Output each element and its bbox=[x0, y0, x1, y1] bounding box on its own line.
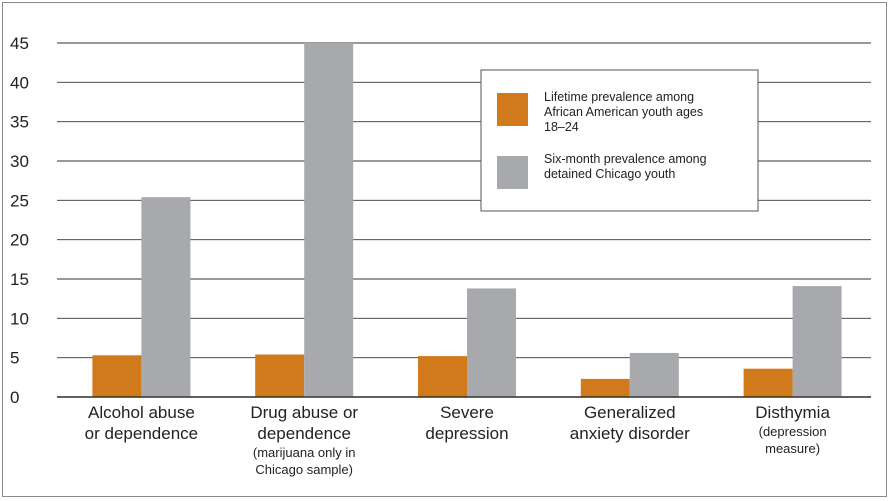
y-tick-label: 40 bbox=[10, 73, 29, 92]
legend-label: Lifetime prevalence among bbox=[544, 90, 694, 104]
x-axis-category-labels: Alcohol abuse or dependence Drug abuse or d… bbox=[85, 403, 831, 477]
category-label: Alcohol abuse bbox=[88, 403, 195, 422]
category-label: Generalized bbox=[584, 403, 676, 422]
y-tick-label: 15 bbox=[10, 270, 29, 289]
bars bbox=[57, 43, 871, 398]
bar-six-month-0 bbox=[141, 197, 191, 397]
legend-label: 18–24 bbox=[544, 120, 579, 134]
bar-lifetime-2 bbox=[418, 356, 467, 397]
bar-lifetime-1 bbox=[255, 354, 305, 397]
bar-six-month-1 bbox=[304, 43, 354, 397]
y-tick-label: 20 bbox=[10, 231, 29, 250]
y-axis-tick-labels: 0 5 10 15 20 25 30 35 40 45 bbox=[10, 34, 29, 407]
y-tick-label: 35 bbox=[10, 113, 29, 132]
category-sublabel: measure) bbox=[765, 441, 820, 456]
y-tick-label: 5 bbox=[10, 349, 19, 368]
category-label: depression bbox=[425, 424, 508, 443]
category-label: Severe bbox=[440, 403, 494, 422]
bar-lifetime-3 bbox=[580, 378, 630, 397]
bar-six-month-2 bbox=[467, 288, 516, 397]
category-sublabel: Chicago sample) bbox=[255, 462, 353, 477]
y-tick-label: 0 bbox=[10, 388, 19, 407]
bar-lifetime-4 bbox=[743, 368, 793, 397]
y-tick-label: 25 bbox=[10, 191, 29, 210]
legend-swatch-six-month bbox=[497, 156, 528, 189]
legend-label: African American youth ages bbox=[544, 105, 703, 119]
y-tick-label: 45 bbox=[10, 34, 29, 53]
category-label: Disthymia bbox=[755, 403, 830, 422]
category-sublabel: (depression bbox=[759, 424, 827, 439]
category-label: dependence bbox=[257, 424, 351, 443]
category-label: or dependence bbox=[85, 424, 198, 443]
legend-label: Six-month prevalence among bbox=[544, 152, 707, 166]
bar-six-month-4 bbox=[792, 286, 842, 397]
bar-six-month-3 bbox=[629, 352, 679, 397]
category-label: Drug abuse or bbox=[250, 403, 358, 422]
category-sublabel: (marijuana only in bbox=[253, 445, 356, 460]
bar-lifetime-0 bbox=[92, 355, 142, 397]
y-tick-label: 30 bbox=[10, 152, 29, 171]
legend-label: detained Chicago youth bbox=[544, 167, 675, 181]
category-label: anxiety disorder bbox=[570, 424, 690, 443]
legend-swatch-lifetime bbox=[497, 93, 528, 126]
y-tick-label: 10 bbox=[10, 309, 29, 328]
